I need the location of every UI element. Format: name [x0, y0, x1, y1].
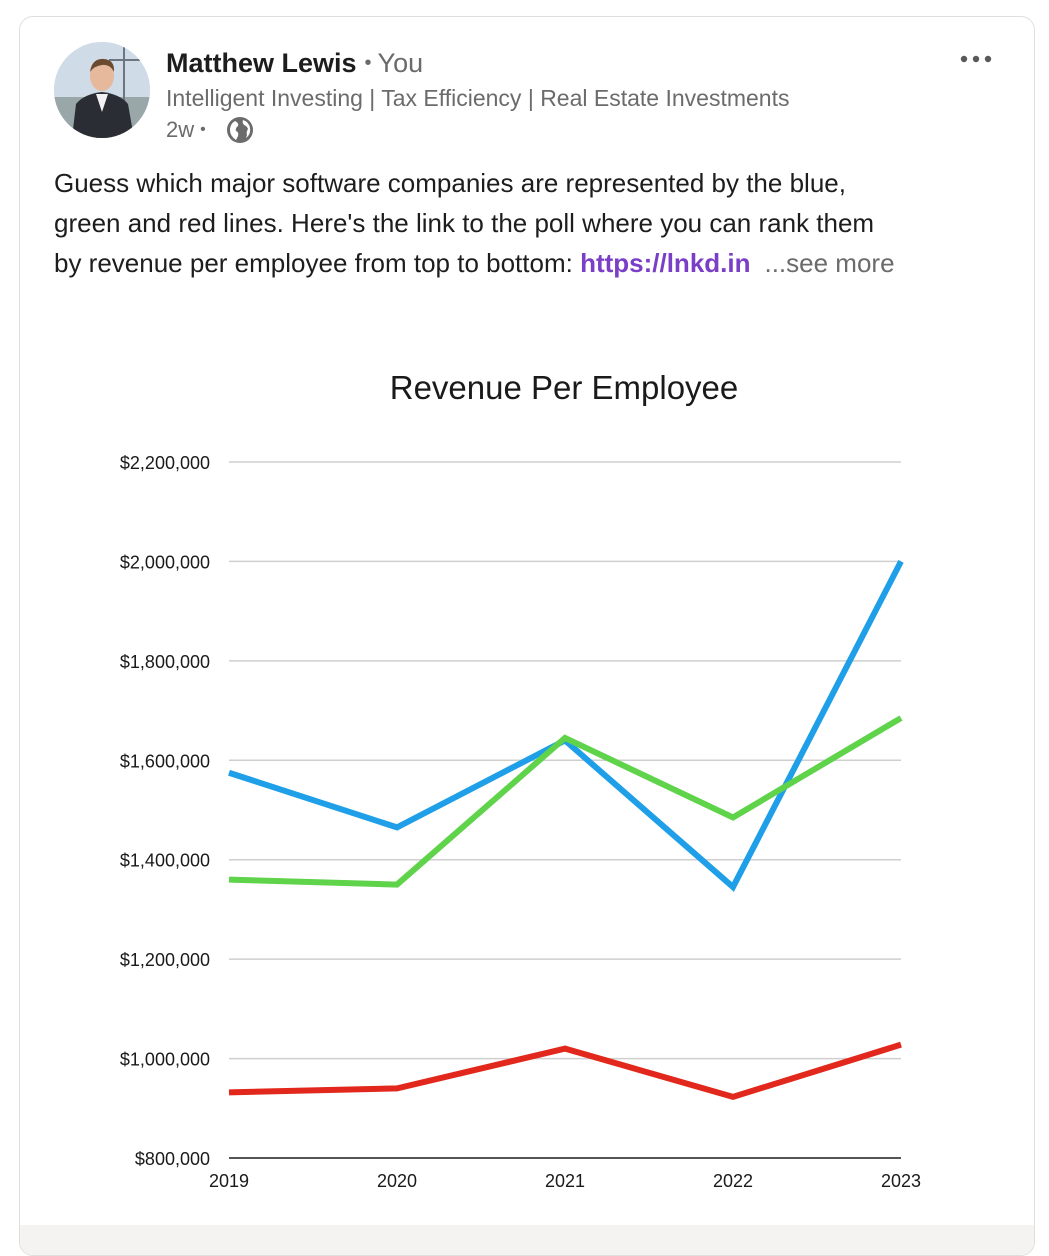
y-tick-label: $2,000,000: [120, 552, 210, 572]
series-line-red: [229, 1045, 901, 1097]
post-meta: 2w •: [166, 115, 254, 145]
globe-icon: [226, 116, 254, 144]
author-name[interactable]: Matthew Lewis: [166, 48, 357, 78]
avatar[interactable]: [54, 42, 150, 138]
y-tick-label: $2,200,000: [120, 453, 210, 473]
post-link[interactable]: https://lnkd.in: [580, 248, 750, 278]
more-options-icon[interactable]: [958, 47, 994, 71]
bottom-strip: [20, 1225, 1035, 1255]
series-line-blue: [229, 561, 901, 887]
author-headline: Intelligent Investing | Tax Efficiency |…: [166, 84, 789, 112]
post-text-line: green and red lines. Here's the link to …: [54, 203, 1004, 243]
author-row: Matthew Lewis • You: [166, 47, 423, 82]
post-text-line: by revenue per employee from top to bott…: [54, 248, 580, 278]
x-tick-label: 2020: [377, 1171, 417, 1191]
y-tick-label: $1,600,000: [120, 751, 210, 771]
post-text-line: Guess which major software companies are…: [54, 163, 1004, 203]
chart-container[interactable]: Revenue Per Employee $800,000 $1,000,000 $1…: [20, 317, 1035, 1217]
separator-dot: •: [365, 52, 372, 74]
author-relation: You: [378, 48, 424, 78]
post-card: Matthew Lewis • You Intelligent Investing …: [19, 16, 1035, 1256]
meta-separator-dot: •: [200, 116, 206, 144]
post-time: 2w: [166, 116, 194, 144]
y-tick-label: $1,400,000: [120, 851, 210, 871]
avatar-photo: [54, 42, 150, 138]
x-tick-label: 2021: [545, 1171, 585, 1191]
post-text: Guess which major software companies are…: [54, 163, 1004, 283]
see-more-button[interactable]: ...see more: [764, 248, 894, 278]
y-tick-label: $800,000: [135, 1149, 210, 1169]
x-tick-label: 2023: [881, 1171, 921, 1191]
chart-title: Revenue Per Employee: [390, 369, 739, 406]
x-tick-label: 2022: [713, 1171, 753, 1191]
revenue-chart: Revenue Per Employee $800,000 $1,000,000 $1…: [20, 317, 1035, 1217]
x-tick-label: 2019: [209, 1171, 249, 1191]
y-tick-label: $1,000,000: [120, 1050, 210, 1070]
post-text-line-last: by revenue per employee from top to bott…: [54, 243, 1004, 283]
y-tick-label: $1,200,000: [120, 950, 210, 970]
y-tick-label: $1,800,000: [120, 652, 210, 672]
